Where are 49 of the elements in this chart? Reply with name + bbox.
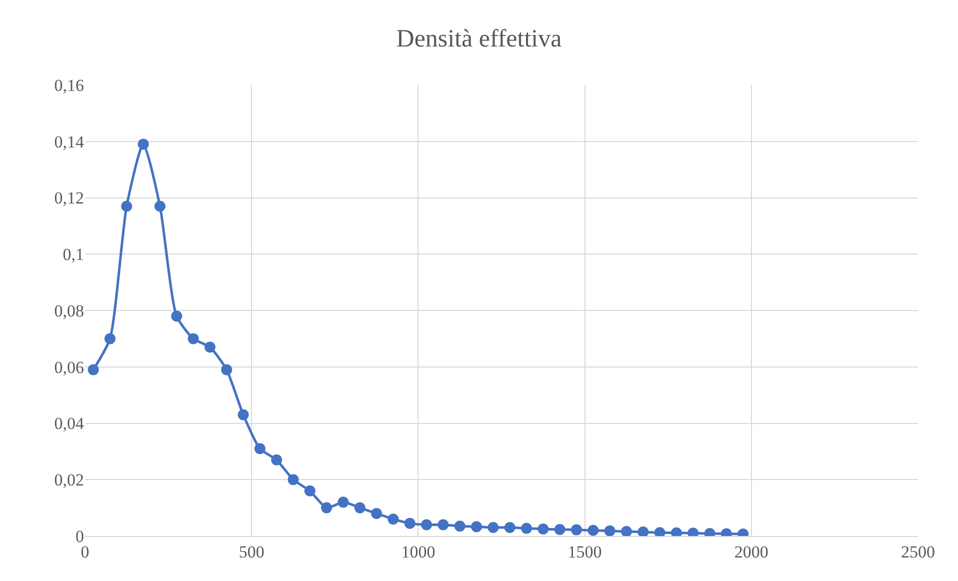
point [588,524,599,536]
y-tick-label: 0,12 [54,188,84,208]
point [620,526,632,536]
point [288,474,299,486]
point [520,522,532,534]
point [304,485,316,496]
point [254,443,266,454]
point [538,523,549,534]
point [238,409,249,420]
point [138,138,149,150]
point [204,342,216,353]
x-tick-label: 1000 [401,542,436,562]
y-tick-label: 0,04 [54,414,84,434]
point [438,519,449,530]
point [404,518,416,529]
point [354,502,366,514]
point [488,522,499,534]
point [321,502,332,514]
point [121,200,132,212]
point [471,521,482,532]
point [188,333,199,344]
point [171,310,182,322]
point [271,454,282,466]
point [454,520,466,532]
point [371,508,382,519]
chart-title: Densità effettiva [396,26,562,53]
x-tick-label: 2500 [901,542,935,562]
point [338,496,349,508]
point [570,524,582,536]
y-tick-label: 0 [76,526,84,546]
y-tick-label: 0,06 [54,358,84,377]
point [104,333,116,344]
point [504,522,516,534]
y-tick-label: 0,08 [54,301,84,320]
y-tick-label: 0,1 [62,245,84,264]
x-tick-label: 1500 [568,542,602,562]
y-tick-label: 0,16 [54,76,84,95]
point [638,526,649,536]
point [604,525,616,536]
point [554,524,566,536]
x-tick-label: 2000 [734,542,768,562]
point [421,519,432,530]
y-tick-label: 0,14 [54,132,84,152]
x-tick-label: 500 [238,542,264,562]
y-tick-label: 0,02 [54,470,84,490]
point [221,364,232,376]
point [88,364,99,376]
point [154,200,166,212]
point [388,514,399,525]
